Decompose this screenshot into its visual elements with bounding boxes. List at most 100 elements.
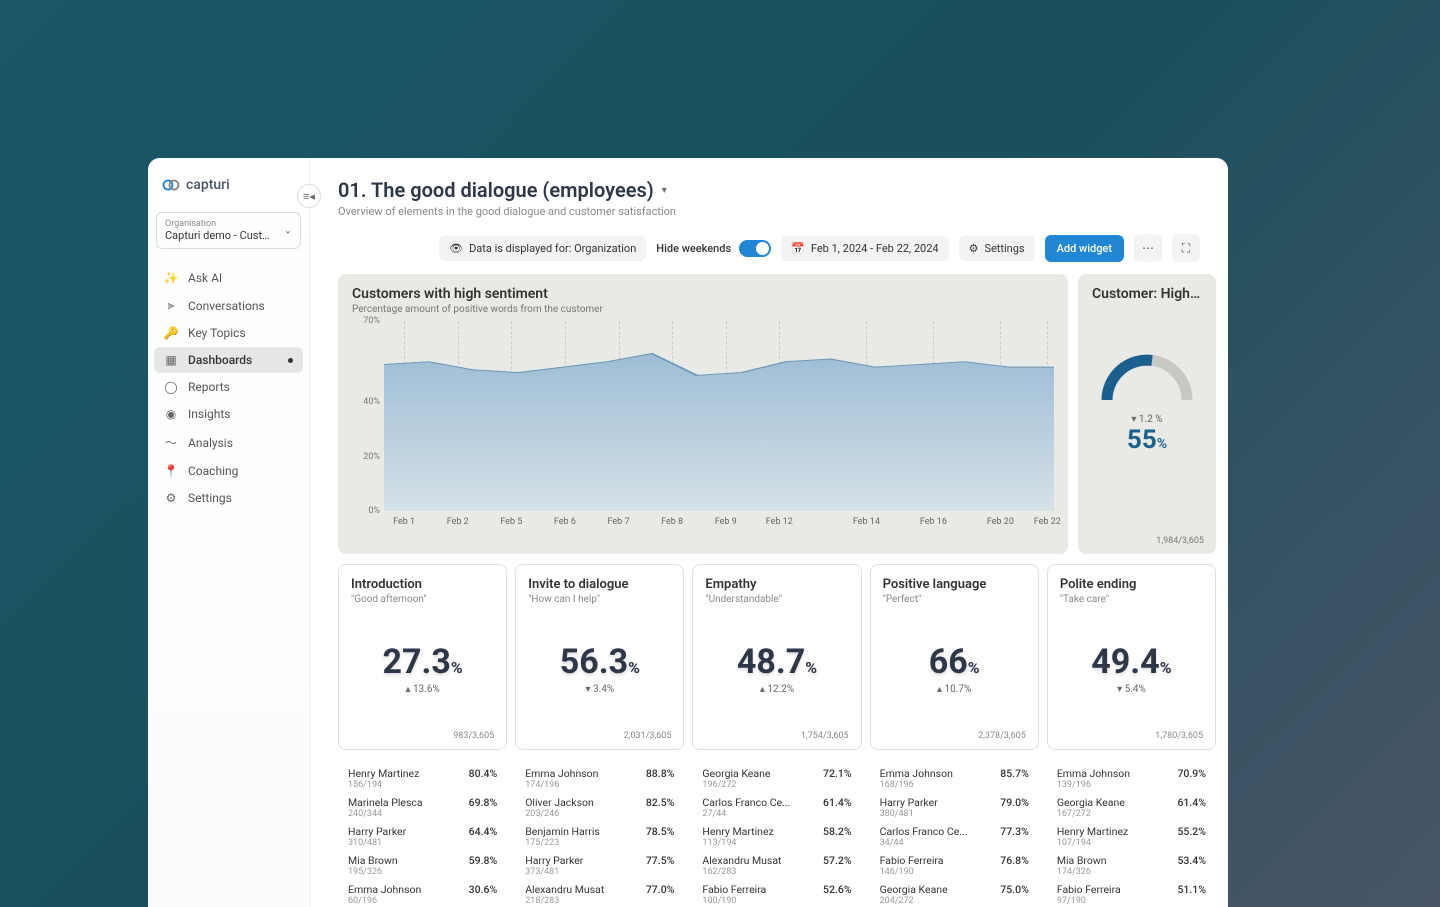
toggle-on-icon[interactable] [739, 240, 771, 257]
org-selector[interactable]: Organisation Capturi demo - Custo... ⌄ [156, 212, 301, 249]
leaderboard-2: Georgia Keane 196/272 72.1% Carlos Franc… [692, 758, 861, 907]
leaderboard-0: Henry Martinez 156/194 80.4% Marinela Pl… [338, 758, 507, 907]
settings-button[interactable]: ⚙ Settings [959, 236, 1035, 261]
hide-weekends-label: Hide weekends [656, 242, 731, 255]
lb-pct: 52.6% [823, 883, 852, 896]
eye-icon: 👁 [449, 242, 463, 255]
hide-weekends-toggle[interactable]: Hide weekends [656, 240, 771, 257]
x-tick: Feb 1 [393, 517, 415, 527]
nav-label: Analysis [188, 436, 233, 450]
lb-pct: 85.7% [1000, 767, 1029, 780]
nav-icon: 〜 [164, 434, 178, 451]
lb-name: Emma Johnson [348, 883, 463, 896]
lb-fraction: 34/44 [880, 838, 995, 848]
leaderboard-row[interactable]: Georgia Keane 204/272 75.0% [880, 880, 1029, 907]
display-scope-chip[interactable]: 👁 Data is displayed for: Organization [439, 236, 646, 261]
metric-card-invite-to-dialogue[interactable]: Invite to dialogue "How can I help" 56.3… [515, 564, 684, 750]
nav-label: Coaching [188, 464, 238, 478]
calendar-icon: 📅 [791, 242, 805, 255]
sidebar-item-reports[interactable]: ◯Reports [154, 374, 303, 400]
metric-footer: 2,378/3,605 [883, 731, 1026, 741]
lb-pct: 61.4% [1177, 796, 1206, 809]
lb-fraction: 240/344 [348, 809, 463, 819]
metric-delta: ▴ 10.7% [937, 684, 971, 695]
metric-card-polite-ending[interactable]: Polite ending "Take care" 49.4% ▾ 5.4% 1… [1047, 564, 1216, 750]
lb-name: Henry Martinez [348, 767, 463, 780]
leaderboard-row[interactable]: Carlos Franco Ce... 34/44 77.3% [880, 822, 1029, 851]
leaderboard-row[interactable]: Emma Johnson 174/196 88.8% [525, 764, 674, 793]
x-axis: Feb 1Feb 2Feb 5Feb 6Feb 7Feb 8Feb 9Feb 1… [384, 517, 1054, 531]
lb-pct: 77.0% [646, 883, 675, 896]
display-scope-label: Data is displayed for: Organization [469, 242, 636, 255]
page-title: 01. The good dialogue (employees) [338, 178, 654, 202]
add-widget-button[interactable]: Add widget [1045, 235, 1124, 262]
sidebar-item-ask-ai[interactable]: ✨Ask AI [154, 265, 303, 291]
lb-fraction: 167/272 [1057, 809, 1172, 819]
lb-pct: 70.9% [1177, 767, 1206, 780]
metric-card-positive-language[interactable]: Positive language "Perfect" 66% ▴ 10.7% … [870, 564, 1039, 750]
leaderboard-row[interactable]: Georgia Keane 196/272 72.1% [702, 764, 851, 793]
lb-name: Fabio Ferreira [880, 854, 995, 867]
leaderboard-row[interactable]: Fabio Ferreira 100/190 52.6% [702, 880, 851, 907]
metric-quote: "Take care" [1060, 594, 1203, 605]
leaderboard-row[interactable]: Emma Johnson 139/196 70.9% [1057, 764, 1206, 793]
leaderboard-row[interactable]: Alexandru Musat 162/283 57.2% [702, 851, 851, 880]
org-value: Capturi demo - Custo... [165, 229, 275, 242]
leaderboard-row[interactable]: Marinela Plesca 240/344 69.8% [348, 793, 497, 822]
lb-name: Alexandru Musat [702, 854, 817, 867]
sentiment-chart-panel: Customers with high sentiment Percentage… [338, 274, 1068, 554]
fullscreen-button[interactable]: ⛶ [1172, 234, 1200, 262]
leaderboard-row[interactable]: Emma Johnson 60/196 30.6% [348, 880, 497, 907]
metric-card-empathy[interactable]: Empathy "Understandable" 48.7% ▴ 12.2% 1… [692, 564, 861, 750]
leaderboard-row[interactable]: Harry Parker 373/481 77.5% [525, 851, 674, 880]
leaderboard-row[interactable]: Harry Parker 310/481 64.4% [348, 822, 497, 851]
x-tick: Feb 6 [554, 517, 576, 527]
leaderboard-row[interactable]: Oliver Jackson 203/246 82.5% [525, 793, 674, 822]
leaderboard-row[interactable]: Mia Brown 174/326 53.4% [1057, 851, 1206, 880]
gauge-title: Customer: High s... [1092, 286, 1202, 302]
leaderboard-row[interactable]: Fabio Ferreira 97/190 51.1% [1057, 880, 1206, 907]
lb-name: Mia Brown [1057, 854, 1172, 867]
settings-label: Settings [984, 242, 1024, 255]
leaderboard-row[interactable]: Georgia Keane 167/272 61.4% [1057, 793, 1206, 822]
lb-fraction: 113/194 [702, 838, 817, 848]
leaderboard-row[interactable]: Alexandru Musat 218/283 77.0% [525, 880, 674, 907]
nav-icon: ⫸ [164, 298, 178, 313]
metric-footer: 1,780/3,605 [1060, 731, 1203, 741]
logo-icon [162, 176, 180, 194]
gauge-value: 55% [1127, 425, 1167, 455]
title-dropdown-icon[interactable]: ▾ [662, 185, 667, 196]
more-menu-button[interactable]: ⋯ [1134, 234, 1162, 262]
date-range-picker[interactable]: 📅 Feb 1, 2024 - Feb 22, 2024 [781, 236, 948, 261]
metric-delta: ▾ 5.4% [1117, 684, 1146, 695]
sidebar-item-insights[interactable]: ◉Insights [154, 401, 303, 427]
leaderboard-row[interactable]: Henry Martinez 156/194 80.4% [348, 764, 497, 793]
sidebar: capturi ≡◂ Organisation Capturi demo - C… [148, 158, 310, 907]
lb-fraction: 27/44 [702, 809, 817, 819]
org-label: Organisation [165, 219, 292, 229]
leaderboard-row[interactable]: Henry Martinez 107/194 55.2% [1057, 822, 1206, 851]
leaderboard-row[interactable]: Emma Johnson 168/196 85.7% [880, 764, 1029, 793]
lb-name: Georgia Keane [702, 767, 817, 780]
leaderboard-row[interactable]: Harry Parker 380/481 79.0% [880, 793, 1029, 822]
nav-label: Insights [188, 407, 230, 421]
sidebar-item-conversations[interactable]: ⫸Conversations [154, 292, 303, 319]
metric-card-introduction[interactable]: Introduction "Good afternoon" 27.3% ▴ 13… [338, 564, 507, 750]
app-window: capturi ≡◂ Organisation Capturi demo - C… [148, 158, 1228, 907]
lb-fraction: 204/272 [880, 896, 995, 906]
leaderboard-row[interactable]: Carlos Franco Ce... 27/44 61.4% [702, 793, 851, 822]
nav-label: Settings [188, 491, 232, 505]
sidebar-item-key-topics[interactable]: 🔑Key Topics [154, 320, 303, 346]
sidebar-item-analysis[interactable]: 〜 Analysis [154, 428, 303, 457]
leaderboard-row[interactable]: Benjamin Harris 175/223 78.5% [525, 822, 674, 851]
leaderboard-3: Emma Johnson 168/196 85.7% Harry Parker … [870, 758, 1039, 907]
leaderboard-row[interactable]: Henry Martinez 113/194 58.2% [702, 822, 851, 851]
leaderboard-row[interactable]: Mia Brown 195/326 59.8% [348, 851, 497, 880]
sidebar-item-dashboards[interactable]: ▦Dashboards [154, 347, 303, 373]
lb-pct: 77.5% [646, 854, 675, 867]
sidebar-item-coaching[interactable]: 📍Coaching [154, 458, 303, 484]
sidebar-item-settings[interactable]: ⚙Settings [154, 485, 303, 511]
collapse-sidebar-button[interactable]: ≡◂ [297, 184, 321, 208]
leaderboard-row[interactable]: Fabio Ferreira 146/190 76.8% [880, 851, 1029, 880]
metric-title: Introduction [351, 577, 494, 592]
